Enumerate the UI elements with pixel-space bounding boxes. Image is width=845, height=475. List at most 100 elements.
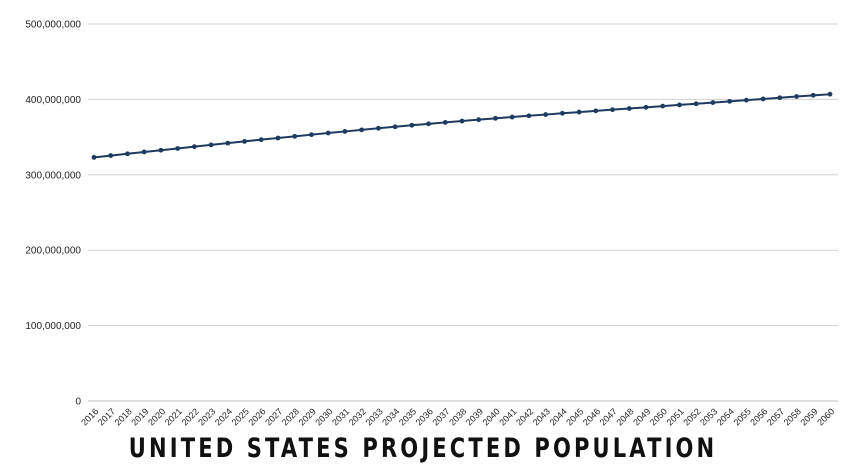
x-tick-label: 2022 <box>180 406 201 427</box>
x-tick-label: 2057 <box>765 406 786 427</box>
data-point <box>225 140 231 146</box>
data-point <box>141 149 147 155</box>
data-point <box>760 96 766 102</box>
x-tick-label: 2039 <box>464 406 485 427</box>
data-point <box>777 95 783 101</box>
data-point <box>794 94 799 99</box>
data-point <box>610 107 615 113</box>
x-tick-label: 2031 <box>330 406 351 427</box>
data-point <box>693 101 699 107</box>
x-tick-label: 2025 <box>230 406 251 427</box>
y-tick-label: 300,000,000 <box>25 170 81 181</box>
x-tick-label: 2055 <box>732 406 753 427</box>
data-point <box>409 122 415 128</box>
data-point <box>292 133 298 139</box>
data-point <box>827 91 833 97</box>
x-tick-label: 2050 <box>648 406 669 427</box>
data-point <box>493 115 498 121</box>
data-points <box>91 91 833 160</box>
data-point <box>576 109 582 115</box>
data-point <box>258 137 264 143</box>
data-point <box>543 112 549 117</box>
data-point <box>375 125 381 131</box>
x-tick-label: 2036 <box>414 406 435 427</box>
data-point <box>125 151 130 157</box>
x-tick-label: 2037 <box>430 406 451 427</box>
data-point <box>158 147 164 153</box>
data-point <box>509 114 515 120</box>
y-tick-label: 400,000,000 <box>25 95 81 106</box>
x-tick-label: 2043 <box>531 406 552 427</box>
data-point <box>342 129 348 134</box>
y-axis-tick-labels: 0 100,000,000 200,000,000 300,000,000 400,00… <box>25 20 81 408</box>
data-point <box>242 138 247 144</box>
data-point <box>727 98 733 104</box>
data-point <box>392 124 398 130</box>
data-point <box>626 106 632 111</box>
data-point <box>208 142 214 148</box>
line-chart: 0 100,000,000 200,000,000 300,000,000 400,00… <box>25 20 838 428</box>
data-point <box>442 119 448 125</box>
x-tick-label: 2048 <box>614 406 635 427</box>
x-tick-label: 2021 <box>163 406 184 427</box>
data-point <box>526 113 532 119</box>
x-tick-label: 2020 <box>146 406 167 427</box>
data-point <box>325 130 331 136</box>
x-tick-label: 2038 <box>447 406 468 427</box>
x-tick-label: 2032 <box>347 406 368 427</box>
x-tick-label: 2049 <box>631 406 652 427</box>
x-tick-label: 2060 <box>815 406 836 427</box>
x-tick-label: 2059 <box>798 406 819 427</box>
x-tick-label: 2019 <box>129 406 150 427</box>
data-point <box>459 118 465 124</box>
data-point <box>476 117 482 123</box>
x-tick-label: 2042 <box>514 406 535 427</box>
y-tick-label: 200,000,000 <box>25 246 81 257</box>
y-tick-label: 500,000,000 <box>25 20 81 31</box>
x-tick-label: 2024 <box>213 406 234 427</box>
data-point <box>559 110 565 116</box>
x-tick-label: 2018 <box>113 406 134 427</box>
data-point <box>309 132 314 138</box>
x-tick-label: 2028 <box>280 406 301 427</box>
x-tick-label: 2041 <box>497 406 518 427</box>
chart-title: UNITED STATES PROJECTED POPULATION <box>128 433 718 464</box>
x-tick-label: 2033 <box>364 406 385 427</box>
x-tick-label: 2030 <box>313 406 334 427</box>
x-tick-label: 2027 <box>263 406 284 427</box>
x-tick-label: 2034 <box>380 406 401 427</box>
x-tick-label: 2045 <box>564 406 585 427</box>
x-tick-label: 2044 <box>548 406 569 427</box>
data-point <box>643 104 649 110</box>
x-tick-label: 2016 <box>79 406 100 427</box>
x-tick-label: 2051 <box>665 406 686 427</box>
data-point <box>191 144 197 150</box>
x-tick-label: 2052 <box>681 406 702 427</box>
data-point <box>108 153 114 158</box>
y-tick-label: 100,000,000 <box>25 321 81 332</box>
x-tick-label: 2053 <box>698 406 719 427</box>
data-point <box>175 146 181 151</box>
x-tick-label: 2040 <box>481 406 502 427</box>
data-point <box>660 103 666 109</box>
x-tick-label: 2023 <box>196 406 217 427</box>
data-point <box>593 108 599 114</box>
data-point <box>275 135 281 141</box>
x-tick-label: 2056 <box>748 406 769 427</box>
y-tick-label: 0 <box>75 397 81 408</box>
x-tick-label: 2029 <box>297 406 318 427</box>
data-point <box>359 127 365 133</box>
x-tick-label: 2047 <box>598 406 619 427</box>
x-axis-tick-labels: 2016201720182019202020212022202320242025… <box>79 406 836 427</box>
x-tick-label: 2058 <box>782 406 803 427</box>
gridlines <box>88 23 838 402</box>
data-point <box>710 100 716 105</box>
data-point <box>677 102 682 108</box>
x-tick-label: 2035 <box>397 406 418 427</box>
data-point <box>426 121 431 127</box>
series-line <box>93 93 831 159</box>
x-tick-label: 2026 <box>246 406 267 427</box>
data-point <box>91 154 97 160</box>
x-tick-label: 2017 <box>96 406 117 427</box>
x-tick-label: 2046 <box>581 406 602 427</box>
